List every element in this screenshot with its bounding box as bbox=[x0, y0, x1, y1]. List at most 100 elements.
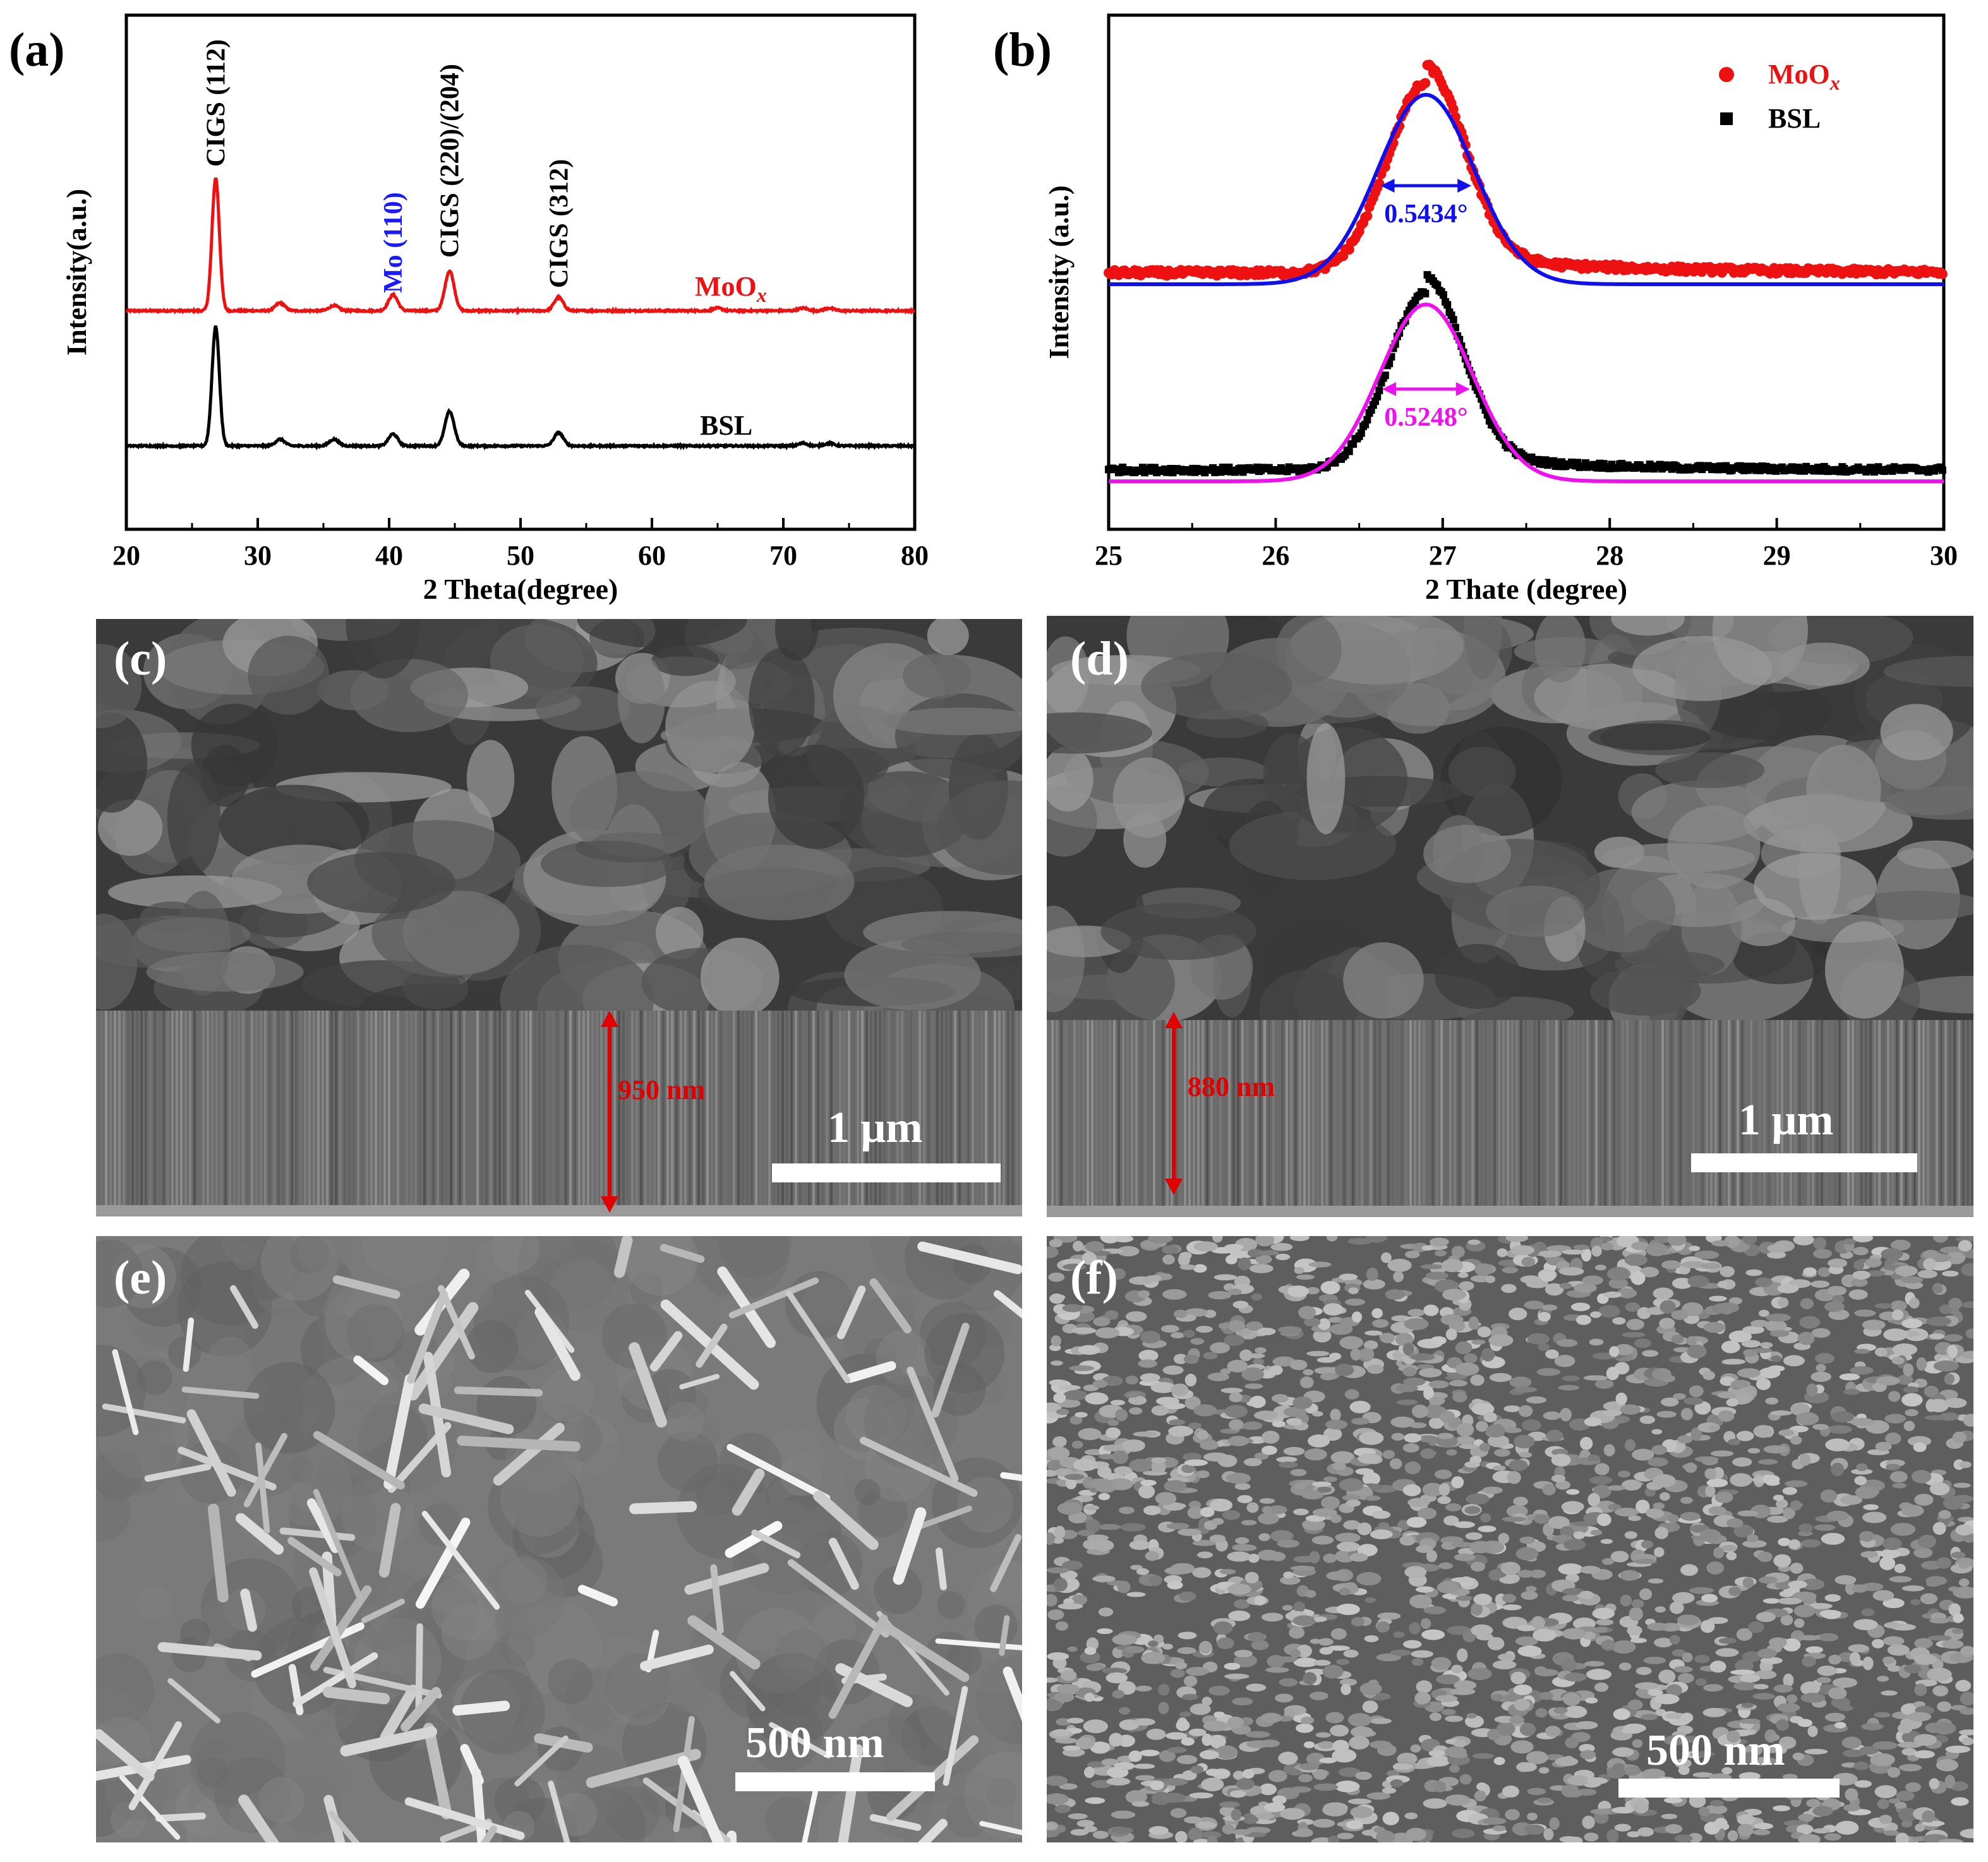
surface-grain bbox=[1063, 1745, 1080, 1751]
surface-grain bbox=[1246, 1683, 1267, 1692]
surface-grain bbox=[1290, 1649, 1301, 1659]
surface-grain bbox=[1558, 1267, 1584, 1276]
surface-grain bbox=[1270, 1530, 1294, 1542]
surface-grain bbox=[1109, 1733, 1123, 1747]
surface-grain bbox=[1162, 1365, 1184, 1375]
nanorod bbox=[404, 1797, 525, 1841]
surface-grain bbox=[1325, 1419, 1348, 1430]
surface-grain bbox=[1404, 1318, 1429, 1331]
surface-grain bbox=[1276, 1457, 1298, 1463]
surface-grain bbox=[1633, 1800, 1649, 1814]
surface-patch bbox=[664, 1401, 704, 1442]
surface-grain bbox=[1410, 1353, 1435, 1361]
column bbox=[1958, 1020, 1960, 1217]
surface-grain bbox=[1704, 1468, 1717, 1480]
grain bbox=[927, 619, 969, 656]
nanorod bbox=[1003, 1666, 1022, 1722]
column bbox=[189, 1011, 191, 1216]
nanorod bbox=[577, 1585, 618, 1607]
surface-grain bbox=[1222, 1824, 1235, 1835]
surface-grain bbox=[1874, 1785, 1897, 1799]
scale-bar-f bbox=[1618, 1779, 1840, 1798]
column bbox=[1745, 1020, 1748, 1217]
surface-grain bbox=[1917, 1270, 1938, 1278]
surface-grain bbox=[1929, 1333, 1945, 1340]
column bbox=[715, 1011, 718, 1216]
surface-grain bbox=[1227, 1436, 1250, 1446]
surface-grain bbox=[1877, 1676, 1889, 1682]
surface-grain bbox=[1264, 1802, 1286, 1813]
sem-texture-c bbox=[96, 619, 1022, 1216]
surface-grain bbox=[1708, 1425, 1720, 1432]
data-point bbox=[1375, 387, 1383, 395]
surface-grain bbox=[1783, 1355, 1805, 1367]
surface-grain bbox=[1702, 1707, 1726, 1717]
column bbox=[1794, 1020, 1797, 1217]
column bbox=[1927, 1020, 1929, 1217]
grain bbox=[1806, 745, 1881, 835]
surface-grain bbox=[1799, 1316, 1821, 1329]
column bbox=[251, 1011, 253, 1216]
column bbox=[463, 1011, 466, 1216]
surface-grain bbox=[1913, 1734, 1937, 1746]
surface-grain bbox=[1310, 1638, 1322, 1644]
surface-grain bbox=[1338, 1767, 1361, 1777]
column bbox=[1255, 1020, 1257, 1217]
surface-grain bbox=[1695, 1678, 1707, 1686]
surface-grain bbox=[1336, 1541, 1360, 1552]
surface-grain bbox=[1642, 1350, 1659, 1357]
surface-grain bbox=[1336, 1604, 1360, 1616]
thickness-label-d: 880 nm bbox=[1188, 1071, 1275, 1102]
nanorod bbox=[586, 1748, 701, 1788]
nanorod bbox=[243, 1433, 288, 1508]
surface-grain bbox=[1208, 1290, 1232, 1300]
surface-grain bbox=[1069, 1415, 1083, 1425]
surface-patch bbox=[167, 1336, 202, 1369]
surface-grain bbox=[1775, 1743, 1795, 1749]
surface-grain bbox=[1229, 1319, 1245, 1333]
nanorod bbox=[452, 1700, 510, 1716]
surface-grain bbox=[1209, 1734, 1226, 1749]
surface-grain bbox=[1794, 1618, 1805, 1628]
column bbox=[503, 1011, 505, 1216]
surface-grain bbox=[1639, 1588, 1653, 1601]
nanorod bbox=[787, 1559, 890, 1638]
surface-grain bbox=[1767, 1251, 1786, 1259]
surface-grain bbox=[1121, 1439, 1145, 1452]
surface-grain bbox=[1231, 1829, 1252, 1835]
column bbox=[826, 1011, 828, 1216]
surface-grain bbox=[1275, 1253, 1291, 1261]
nanorod bbox=[629, 1342, 667, 1428]
column bbox=[1100, 1020, 1102, 1217]
column bbox=[1843, 1020, 1845, 1217]
surface-grain bbox=[1131, 1801, 1150, 1807]
surface-grain bbox=[1558, 1384, 1580, 1391]
surface-grain bbox=[1539, 1691, 1553, 1700]
nanorod bbox=[917, 1241, 1022, 1275]
surface-grain bbox=[1362, 1472, 1381, 1486]
column bbox=[397, 1011, 399, 1216]
surface-grain bbox=[1617, 1470, 1630, 1478]
column bbox=[1807, 1020, 1810, 1217]
surface-grain bbox=[1280, 1808, 1305, 1820]
column bbox=[1825, 1020, 1828, 1217]
surface-grain bbox=[1065, 1477, 1077, 1489]
y-axis-label-b: Intensity (a.u.) bbox=[1044, 185, 1075, 359]
surface-grain bbox=[1181, 1737, 1195, 1746]
column bbox=[410, 1011, 413, 1216]
column bbox=[901, 1011, 903, 1216]
data-point bbox=[1937, 268, 1948, 279]
surface-grain bbox=[1299, 1763, 1319, 1770]
surface-grain bbox=[1646, 1508, 1661, 1515]
column bbox=[512, 1011, 514, 1216]
grain bbox=[1632, 635, 1772, 701]
column bbox=[1754, 1020, 1757, 1217]
surface-grain bbox=[1226, 1472, 1251, 1484]
column bbox=[322, 1011, 324, 1216]
column bbox=[264, 1011, 267, 1216]
surface-grain bbox=[1127, 1392, 1139, 1398]
nanorod bbox=[183, 1317, 195, 1372]
column bbox=[123, 1011, 125, 1216]
column bbox=[490, 1011, 492, 1216]
column bbox=[653, 1011, 656, 1216]
